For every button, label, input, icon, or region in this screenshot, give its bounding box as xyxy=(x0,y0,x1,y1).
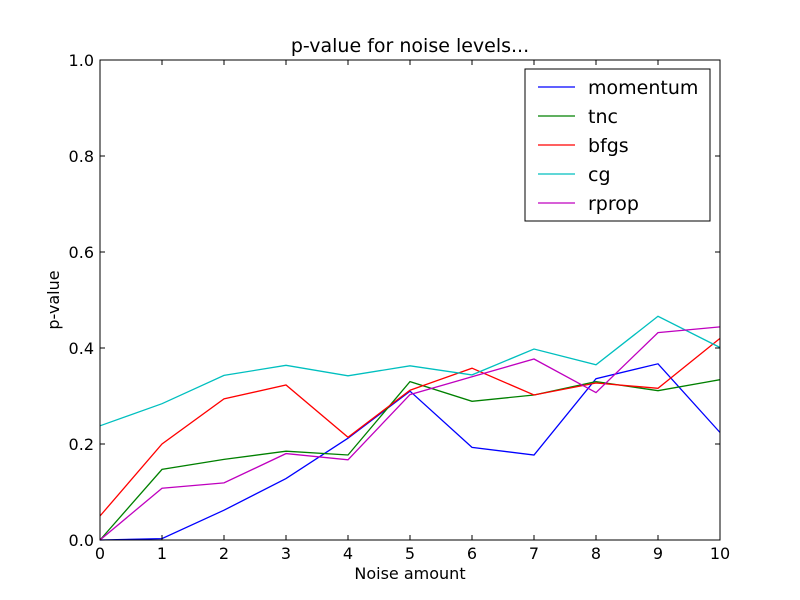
x-tick-label: 9 xyxy=(653,544,663,563)
series-line-bfgs xyxy=(99,337,721,517)
chart-title: p-value for noise levels... xyxy=(291,35,529,57)
series-layer xyxy=(99,315,721,541)
x-tick-label: 0 xyxy=(95,544,105,563)
axis-ticks: 0 1 2 3 4 5 6 7 8 9 10 0.0 0.2 0.4 0.6 0.8 1.0 xyxy=(69,51,731,563)
y-tick-label: 0.0 xyxy=(69,531,94,550)
legend-label-cg: cg xyxy=(588,164,611,186)
legend-label-momentum: momentum xyxy=(588,77,698,99)
y-tick-label: 0.8 xyxy=(69,147,94,166)
legend-label-tnc: tnc xyxy=(588,106,618,128)
series-line-momentum xyxy=(99,363,721,541)
y-tick-label: 0.6 xyxy=(69,243,94,262)
legend-label-bfgs: bfgs xyxy=(588,135,629,157)
series-line-tnc xyxy=(99,379,721,541)
x-tick-label: 8 xyxy=(591,544,601,563)
x-tick-label: 1 xyxy=(157,544,167,563)
series-line-rprop xyxy=(99,326,721,541)
x-tick-label: 10 xyxy=(710,544,730,563)
x-tick-label: 2 xyxy=(219,544,229,563)
series-line-cg xyxy=(99,315,721,427)
y-tick-label: 1.0 xyxy=(69,51,94,70)
legend-label-rprop: rprop xyxy=(588,193,639,215)
x-tick-label: 7 xyxy=(529,544,539,563)
x-tick-label: 3 xyxy=(281,544,291,563)
y-tick-label: 0.2 xyxy=(69,435,94,454)
x-tick-label: 4 xyxy=(343,544,353,563)
x-tick-label: 5 xyxy=(405,544,415,563)
y-tick-label: 0.4 xyxy=(69,339,94,358)
x-tick-label: 6 xyxy=(467,544,477,563)
y-axis-title: p-value xyxy=(44,270,63,329)
legend: momentum tnc bfgs cg rprop xyxy=(524,68,711,222)
x-axis-title: Noise amount xyxy=(354,564,465,583)
